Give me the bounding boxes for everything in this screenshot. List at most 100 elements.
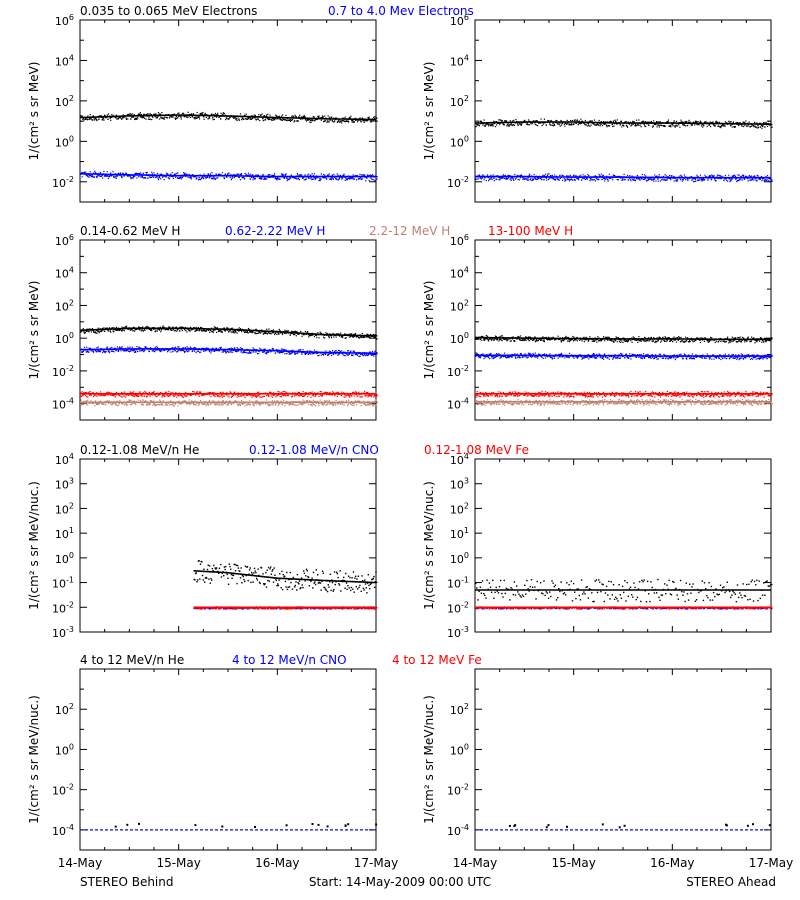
data-point <box>630 125 632 127</box>
data-point <box>90 174 92 176</box>
data-point <box>269 404 271 407</box>
data-point <box>230 396 232 398</box>
data-point <box>566 336 568 339</box>
data-point <box>663 339 665 342</box>
data-point <box>353 351 355 353</box>
data-point <box>297 349 300 351</box>
data-point <box>489 353 492 355</box>
data-point <box>612 340 615 342</box>
data-point <box>348 353 351 355</box>
data-point <box>700 178 703 180</box>
data-point <box>292 331 294 333</box>
data-point <box>80 399 82 401</box>
data-point <box>274 177 277 180</box>
data-point <box>606 126 608 128</box>
data-point <box>744 341 746 343</box>
data-point <box>568 341 571 343</box>
data-point <box>217 403 219 405</box>
data-point <box>742 175 744 177</box>
data-point <box>330 403 332 405</box>
data-point <box>261 176 263 178</box>
data-point <box>121 391 123 394</box>
data-point <box>175 115 177 118</box>
data-point <box>110 119 112 121</box>
data-point <box>703 125 705 127</box>
data-point <box>185 400 187 402</box>
data-point <box>227 395 229 397</box>
data-point <box>250 352 252 354</box>
data-point <box>749 179 751 181</box>
data-point <box>758 178 760 180</box>
data-point <box>338 121 341 123</box>
data-point <box>85 394 87 397</box>
data-point <box>356 404 358 406</box>
data-point <box>261 396 263 398</box>
data-point <box>164 175 166 177</box>
data-point <box>656 337 658 339</box>
data-point <box>338 178 340 180</box>
data-point <box>697 121 699 123</box>
data-point <box>310 121 312 123</box>
data-point <box>180 349 182 352</box>
data-point <box>171 172 173 174</box>
data-point <box>286 119 288 122</box>
data-point <box>608 336 610 339</box>
data-point <box>501 177 503 179</box>
data-point <box>482 124 484 126</box>
data-point <box>231 177 233 179</box>
data-point <box>232 402 234 405</box>
data-point <box>95 403 98 405</box>
data-point <box>283 391 285 393</box>
data-point <box>513 340 515 342</box>
data-point <box>165 176 167 178</box>
data-point <box>351 333 353 335</box>
data-point <box>642 339 645 341</box>
data-point <box>337 391 339 393</box>
data-point <box>532 179 534 181</box>
data-point <box>310 334 312 337</box>
data-point <box>221 351 223 353</box>
data-point <box>114 396 116 398</box>
data-point <box>203 403 205 405</box>
data-point <box>344 120 346 123</box>
data-point <box>629 175 631 177</box>
y-tick-label: 10-4 <box>447 397 469 412</box>
data-point <box>600 121 602 123</box>
data-point <box>195 116 197 118</box>
data-point <box>624 340 626 342</box>
data-point <box>533 174 535 176</box>
data-point <box>206 403 208 406</box>
data-point <box>282 394 284 397</box>
data-point <box>608 125 610 127</box>
data-point <box>332 353 335 355</box>
data-point <box>149 113 151 115</box>
data-point <box>168 390 170 393</box>
data-point <box>121 330 123 332</box>
data-point <box>166 394 168 397</box>
data-point <box>294 352 296 354</box>
data-point <box>671 175 673 177</box>
data-point <box>489 124 491 126</box>
data-point <box>479 120 481 122</box>
data-point <box>364 336 366 338</box>
data-point <box>192 113 195 115</box>
data-point <box>127 350 130 352</box>
data-point <box>159 326 162 329</box>
data-point <box>708 341 711 343</box>
data-point <box>506 178 508 180</box>
data-point <box>662 175 665 178</box>
data-point <box>671 124 673 126</box>
data-point <box>604 123 606 125</box>
data-point <box>181 177 183 179</box>
data-point <box>744 339 747 342</box>
data-point <box>81 115 83 117</box>
data-point <box>283 399 285 401</box>
data-point <box>747 177 749 180</box>
data-point <box>254 396 256 398</box>
data-point <box>172 116 174 118</box>
data-point <box>364 353 366 355</box>
data-point <box>146 396 148 398</box>
data-point <box>236 119 238 121</box>
data-point <box>295 404 297 406</box>
data-point <box>760 124 763 127</box>
